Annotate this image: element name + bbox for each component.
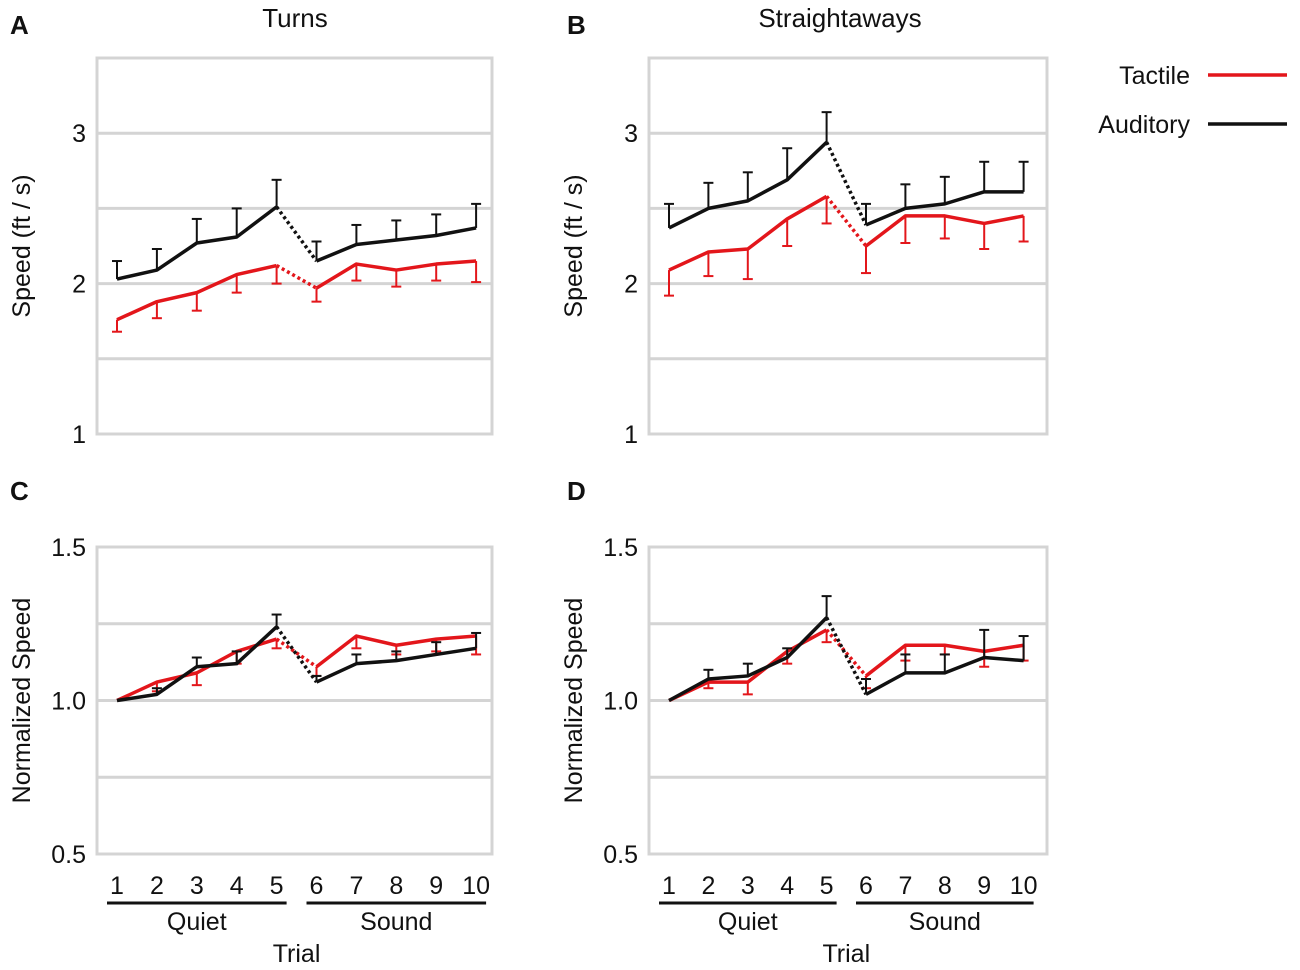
series-connector-dotted-tactile xyxy=(825,195,868,248)
ytick-label-b: 1 xyxy=(624,421,638,449)
ytick-label-a: 1 xyxy=(72,421,86,449)
panel-title-b: Straightaways xyxy=(758,3,921,33)
x-axis-label-d: Trial xyxy=(822,940,870,968)
plot-frame-d xyxy=(647,545,1049,856)
xtick-label-c: 1 xyxy=(110,872,124,900)
ytick-label-a: 2 xyxy=(72,271,86,299)
ytick-label-c: 0.5 xyxy=(51,841,86,869)
x-axis-label-c: Trial xyxy=(273,940,321,968)
panel-letter-c: C xyxy=(10,476,29,506)
series-connector-dotted-tactile xyxy=(275,264,318,290)
xtick-label-c: 7 xyxy=(349,872,363,900)
xtick-label-d: 8 xyxy=(938,872,952,900)
y-axis-label-a: Speed (ft / s) xyxy=(8,174,36,317)
ytick-label-c: 1.0 xyxy=(51,688,86,716)
xtick-label-d: 1 xyxy=(662,872,676,900)
xtick-label-d: 7 xyxy=(898,872,912,900)
y-axis-label-b: Speed (ft / s) xyxy=(560,174,588,317)
series-tactile-c xyxy=(116,634,482,703)
xtick-label-c: 6 xyxy=(310,872,324,900)
xtick-label-d: 4 xyxy=(780,872,794,900)
series-auditory-b xyxy=(664,111,1029,230)
ytick-label-d: 0.5 xyxy=(603,841,638,869)
xtick-label-d: 9 xyxy=(977,872,991,900)
panel-letter-d: D xyxy=(567,476,586,506)
xtick-label-c: 10 xyxy=(462,872,490,900)
series-tactile-d xyxy=(668,628,1029,703)
group-label-quiet: Quiet xyxy=(718,908,778,936)
y-axis-label-c: Normalized Speed xyxy=(8,598,36,804)
panel-title-a: Turns xyxy=(262,3,328,33)
legend: Tactile Auditory xyxy=(1098,62,1287,139)
group-label-sound: Sound xyxy=(909,908,981,936)
legend-label-auditory: Auditory xyxy=(1098,111,1190,139)
plot-frame-a xyxy=(95,56,494,436)
xtick-label-d: 2 xyxy=(701,872,715,900)
series-connector-dotted-tactile xyxy=(825,628,868,678)
group-label-sound: Sound xyxy=(360,908,432,936)
xtick-label-d: 10 xyxy=(1010,872,1038,900)
xtick-label-c: 4 xyxy=(230,872,244,900)
series-connector-dotted-auditory xyxy=(275,625,318,684)
xtick-label-d: 5 xyxy=(820,872,834,900)
xtick-label-d: 6 xyxy=(859,872,873,900)
ytick-label-b: 3 xyxy=(624,120,638,148)
ytick-label-a: 3 xyxy=(72,120,86,148)
series-auditory-a xyxy=(112,178,482,281)
ytick-label-d: 1.5 xyxy=(603,534,638,562)
group-label-quiet: Quiet xyxy=(167,908,227,936)
panel-a: A Turns 1 2 3 Speed (ft / s) xyxy=(8,3,494,449)
ytick-label-b: 2 xyxy=(624,271,638,299)
series-tactile-a xyxy=(112,259,482,333)
ytick-label-d: 1.0 xyxy=(603,688,638,716)
panel-letter-b: B xyxy=(567,10,586,40)
xtick-label-c: 3 xyxy=(190,872,204,900)
y-axis-label-d: Normalized Speed xyxy=(560,598,588,804)
panel-d: D 0.5 1.0 1.5 Normalized Speed 1 2 3 4 5 6 7 8 9 10 Qui… xyxy=(560,476,1049,968)
xtick-label-c: 5 xyxy=(270,872,284,900)
series-connector-dotted-auditory xyxy=(825,141,868,226)
xtick-label-c: 2 xyxy=(150,872,164,900)
ytick-label-c: 1.5 xyxy=(51,534,86,562)
panel-b: B Straightaways 1 2 3 Speed (ft / s) xyxy=(560,3,1049,449)
series-tactile-b xyxy=(664,194,1029,297)
plot-frame-c xyxy=(95,545,494,856)
xtick-label-c: 9 xyxy=(429,872,443,900)
xtick-label-c: 8 xyxy=(389,872,403,900)
series-connector-dotted-auditory xyxy=(825,616,868,696)
series-auditory-c xyxy=(116,613,482,703)
series-connector-dotted-auditory xyxy=(275,205,318,263)
series-auditory-d xyxy=(668,595,1029,703)
panel-c: C 0.5 1.0 1.5 Normalized Speed 1 2 3 4 5 6 7 8 9 10 Qui… xyxy=(8,476,494,968)
panel-letter-a: A xyxy=(10,10,29,40)
xtick-label-d: 3 xyxy=(741,872,755,900)
legend-label-tactile: Tactile xyxy=(1119,62,1190,90)
plot-frame-b xyxy=(647,56,1049,436)
